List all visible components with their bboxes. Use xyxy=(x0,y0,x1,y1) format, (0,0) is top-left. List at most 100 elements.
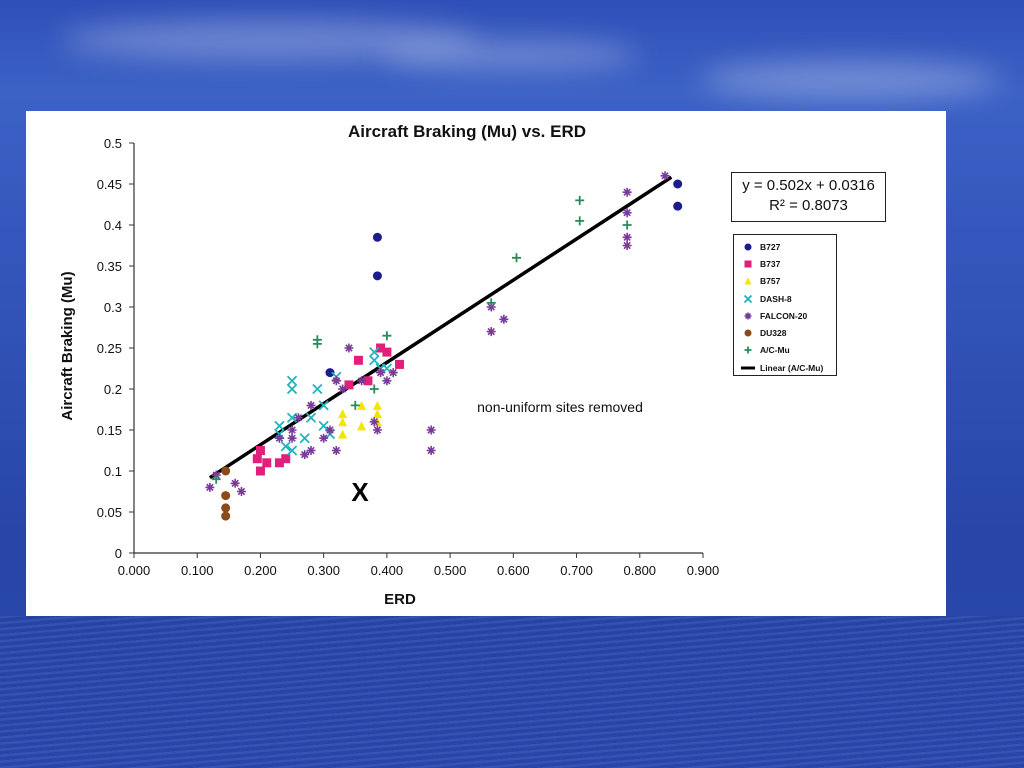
legend-symbol-icon xyxy=(743,294,753,303)
point-dash-8 xyxy=(318,400,329,411)
legend-label: DASH-8 xyxy=(760,293,792,304)
x-tick-label: 0.900 xyxy=(687,563,720,578)
point-du328 xyxy=(221,503,231,513)
point-b737 xyxy=(281,454,291,464)
point-b737 xyxy=(262,458,272,468)
legend-label: A/C-Mu xyxy=(760,345,790,356)
point-falcon-20 xyxy=(205,482,215,492)
point-b737 xyxy=(274,458,284,468)
point-b737 xyxy=(344,380,354,390)
y-tick-label: 0.15 xyxy=(97,423,122,438)
legend-symbol-icon xyxy=(744,260,752,268)
legend-item: DU328 xyxy=(740,324,836,341)
point-b727 xyxy=(673,179,683,189)
cloud-streak xyxy=(700,60,1000,100)
point-falcon-20 xyxy=(300,450,310,460)
point-falcon-20 xyxy=(388,368,398,378)
legend-item: DASH-8 xyxy=(740,290,836,307)
x-tick-label: 0.400 xyxy=(371,563,404,578)
point-b727 xyxy=(372,271,382,281)
cloud-streak xyxy=(380,40,640,70)
legend-item: A/C-Mu xyxy=(740,342,836,359)
point-falcon-20 xyxy=(230,478,240,488)
point-falcon-20 xyxy=(622,241,632,250)
point-dash-8 xyxy=(318,420,329,432)
point-b737 xyxy=(395,359,405,369)
point-b727 xyxy=(325,368,335,378)
point-b757 xyxy=(357,400,367,410)
point-a-c-mu xyxy=(575,195,585,205)
trendline-line xyxy=(208,175,673,480)
point-falcon-20 xyxy=(287,425,297,435)
legend-label: B757 xyxy=(760,276,781,287)
x-tick-label: 0.800 xyxy=(624,563,657,578)
annotation-text: non-uniform sites removed xyxy=(477,399,643,415)
y-tick-label: 0.4 xyxy=(104,218,122,233)
point-falcon-20 xyxy=(331,446,341,455)
point-a-c-mu xyxy=(382,331,392,341)
point-a-c-mu xyxy=(575,216,585,226)
point-dash-8 xyxy=(381,363,393,374)
point-falcon-20 xyxy=(274,433,284,443)
point-falcon-20 xyxy=(338,384,348,394)
x-tick-label: 0.000 xyxy=(118,563,151,578)
point-falcon-20 xyxy=(357,376,367,386)
point-falcon-20 xyxy=(486,327,496,337)
point-du328 xyxy=(221,491,231,501)
x-tick-label: 0.600 xyxy=(497,563,530,578)
ticks: 0 0.05 0.1 0.15 0.2 0.25 0.3 0.35 0.4 0.45 0.5 0.00… xyxy=(97,136,720,578)
x-tick-label: 0.100 xyxy=(181,563,214,578)
y-tick-label: 0.25 xyxy=(97,341,122,356)
point-falcon-20 xyxy=(344,343,354,353)
point-b757 xyxy=(338,409,348,419)
x-tick-label: 0.300 xyxy=(307,563,340,578)
point-falcon-20 xyxy=(306,446,316,455)
legend-marker xyxy=(744,346,752,354)
point-b757 xyxy=(357,421,367,431)
legend: B727 B737 B757 DASH-8 FALCON-20 DU328 A/C-Mu Li… xyxy=(733,234,837,376)
point-b727 xyxy=(673,201,683,211)
point-falcon-20 xyxy=(287,433,297,443)
point-dash-8 xyxy=(286,375,298,386)
y-tick-label: 0.35 xyxy=(97,259,122,274)
point-falcon-20 xyxy=(622,187,632,197)
legend-marker xyxy=(744,260,752,268)
point-falcon-20 xyxy=(306,400,316,410)
x-tick-label: 0.200 xyxy=(244,563,277,578)
point-b737 xyxy=(255,466,265,476)
legend-marker xyxy=(744,277,752,285)
point-b737 xyxy=(353,355,363,365)
legend-item: B737 xyxy=(740,255,836,272)
legend-symbol-icon xyxy=(744,329,752,337)
point-dash-8 xyxy=(280,441,291,452)
point-b737 xyxy=(376,343,386,353)
legend-marker xyxy=(744,243,752,251)
point-dash-8 xyxy=(369,355,380,366)
point-falcon-20 xyxy=(372,425,382,435)
x-tick-label: 0.500 xyxy=(434,563,467,578)
x-tick-label: 0.700 xyxy=(560,563,593,578)
point-a-c-mu xyxy=(486,298,496,308)
point-falcon-20 xyxy=(426,446,436,455)
legend-label: DU328 xyxy=(760,328,787,339)
legend-marker xyxy=(744,329,752,337)
legend-item: B727 xyxy=(740,238,836,255)
point-falcon-20 xyxy=(622,208,632,218)
point-falcon-20 xyxy=(331,376,341,386)
legend-symbol-icon xyxy=(744,346,752,354)
point-du328 xyxy=(221,511,231,521)
point-b737 xyxy=(363,376,373,386)
point-b737 xyxy=(252,454,262,464)
axes xyxy=(133,143,703,554)
point-dash-8 xyxy=(286,383,298,395)
point-dash-8 xyxy=(286,412,298,423)
trendline xyxy=(208,175,673,480)
point-falcon-20 xyxy=(376,368,386,378)
point-b757 xyxy=(338,417,348,427)
point-b737 xyxy=(255,446,265,455)
point-b757 xyxy=(372,409,382,419)
point-a-c-mu xyxy=(369,384,379,394)
x-axis-label: ERD xyxy=(384,591,416,608)
y-tick-label: 0.1 xyxy=(104,464,122,479)
